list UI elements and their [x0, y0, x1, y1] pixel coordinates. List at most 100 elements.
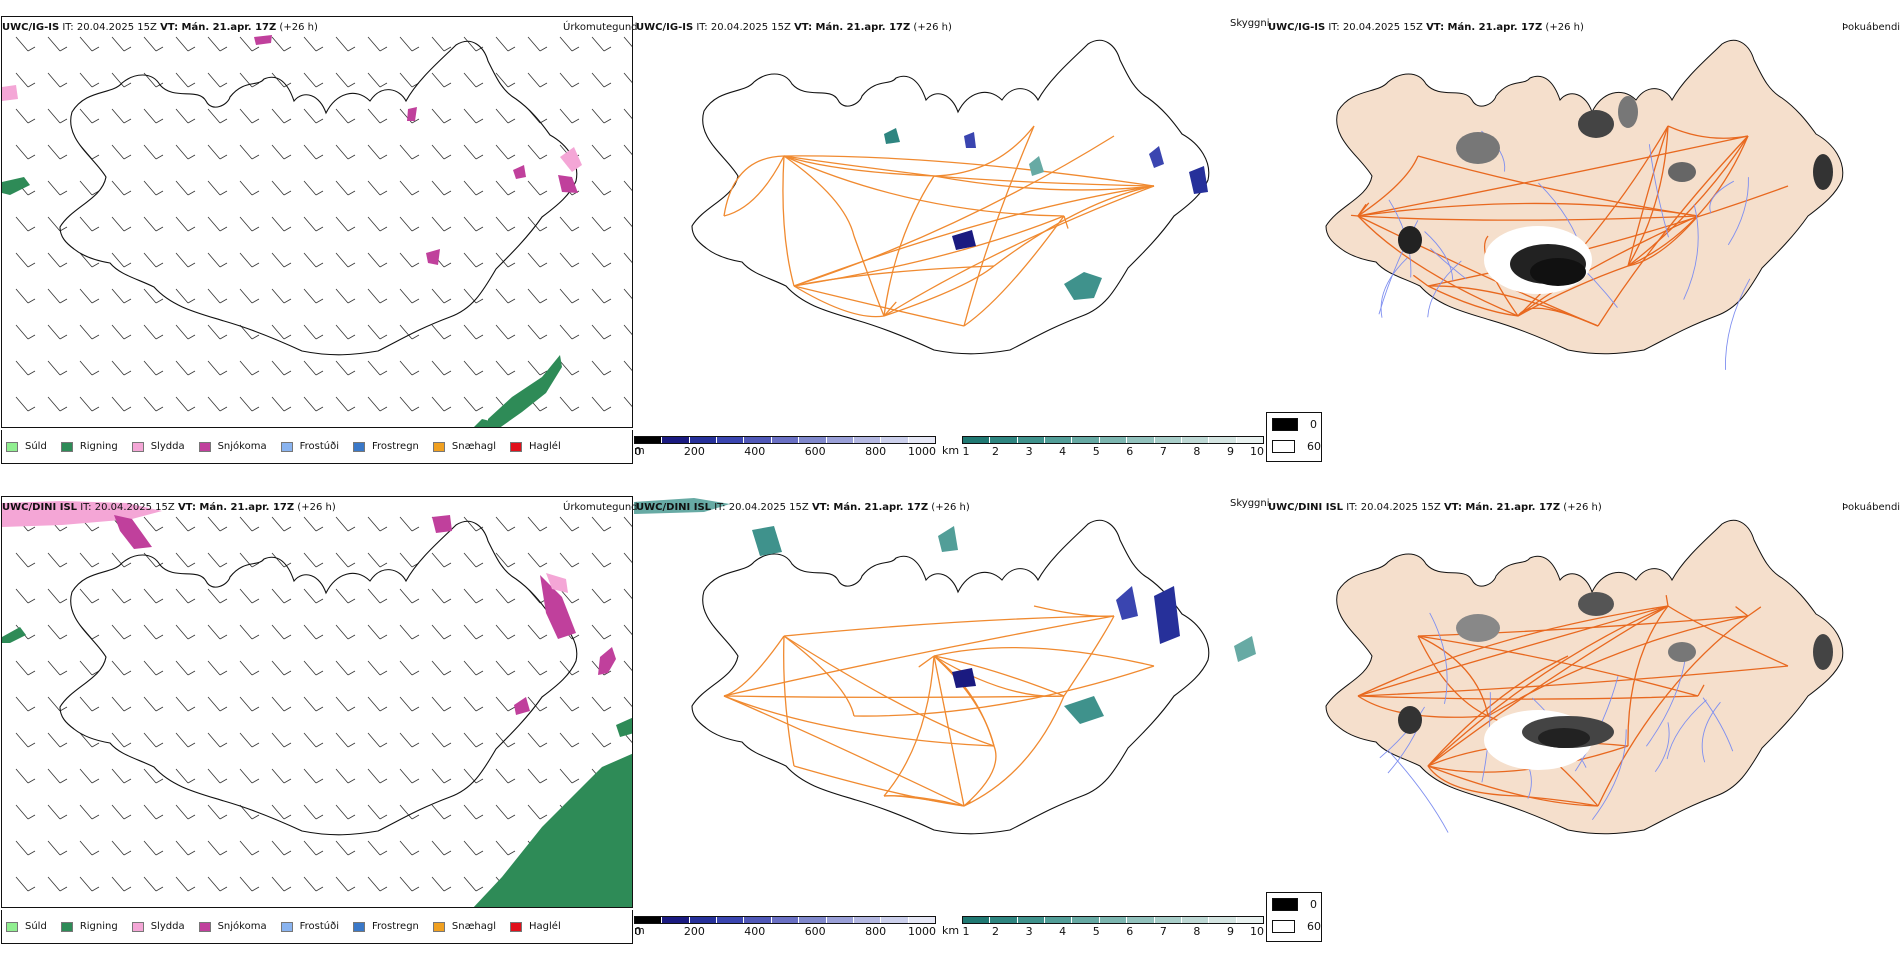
precip-legend-swatch	[510, 921, 523, 932]
wind-barb-icon	[15, 804, 36, 820]
wind-barb-icon	[143, 624, 164, 640]
precip-legend-label: Snjókoma	[217, 441, 267, 452]
road-line	[1357, 155, 1419, 217]
precip-legend-label: Slydda	[150, 921, 185, 932]
wind-barb-icon	[367, 588, 388, 604]
wind-barb-icon	[47, 252, 68, 268]
wind-barb-icon	[463, 660, 484, 676]
colorbar-cell	[990, 917, 1018, 923]
wind-barb-icon	[47, 696, 68, 712]
colorbar-tick-label: 9	[1226, 445, 1234, 458]
wind-barb-icon	[495, 840, 516, 856]
colorbar-tick-label: 1	[962, 925, 970, 938]
wind-barb-icon	[47, 660, 68, 676]
colorbar-tick-label: 8	[1193, 445, 1201, 458]
wind-barb-icon	[591, 216, 612, 232]
road-line	[1427, 605, 1669, 767]
wind-barb-icon	[335, 144, 356, 160]
wind-barb-icon	[111, 804, 132, 820]
colorbar-tick-label: 2	[992, 445, 1000, 458]
wind-barb-icon	[623, 36, 632, 47]
wind-barb-icon	[79, 768, 100, 784]
wind-barb-icon	[207, 324, 228, 340]
precip-map-svg-top	[2, 35, 632, 427]
precip-legend-swatch	[432, 441, 445, 452]
wind-barb-icon	[527, 732, 548, 748]
wind-barb-icon	[367, 876, 388, 892]
wind-barb-icon	[47, 108, 68, 124]
wind-barb-icon	[207, 876, 228, 892]
wind-barb-icon	[175, 732, 196, 748]
wind-barb-icon	[367, 108, 388, 124]
river-line	[1648, 144, 1669, 238]
wind-barb-icon	[79, 180, 100, 196]
colorbar-tick-label: 7	[1159, 445, 1167, 458]
wind-barb-icon	[527, 72, 548, 88]
wind-barb-icon	[143, 180, 164, 196]
wind-barb-icon	[335, 876, 356, 892]
wind-barb-icon	[239, 696, 260, 712]
wind-barb-icon	[399, 624, 420, 640]
road-line	[1357, 203, 1367, 217]
wind-barb-icon	[207, 516, 228, 532]
wind-barb-icon	[495, 288, 516, 304]
precip-legend-label: Súld	[25, 441, 47, 452]
visibility-colorbar-ticks: 1 2 3 4 5 6 7 8 9 10	[962, 444, 1265, 458]
colorbar-cell	[1154, 917, 1182, 923]
wind-barb-icon	[15, 288, 36, 304]
wind-barb-icon	[623, 588, 632, 599]
fog-label-top: Þokuábendi	[1842, 22, 1900, 33]
wind-barb-icon	[303, 516, 324, 532]
road-line	[1417, 155, 1699, 217]
colorbar-cell	[662, 437, 690, 443]
road-line	[1627, 125, 1669, 267]
river-line	[1666, 699, 1707, 760]
wind-barb-icon	[143, 108, 164, 124]
colorbar-tick-label: 7	[1159, 925, 1167, 938]
wind-barb-icon	[623, 180, 632, 191]
wind-barb-icon	[143, 804, 164, 820]
wind-barb-icon	[399, 396, 420, 412]
wind-barb-icon	[111, 36, 132, 52]
wind-barb-icon	[239, 624, 260, 640]
visibility-colorbar-top: 1 2 3 4 5 6 7 8 9 10 km	[942, 436, 1265, 458]
road-line	[783, 615, 1115, 637]
visibility-title-top: UWC/IG-IS IT: 20.04.2025 15Z VT: Mán. 21…	[636, 22, 952, 33]
wind-barb-icon	[431, 180, 452, 196]
wind-barb-icon	[431, 624, 452, 640]
fog-legend-top: 0 60	[1266, 412, 1322, 462]
wind-barb-icon	[47, 876, 68, 892]
wind-barb-icon	[335, 72, 356, 88]
colorbar-tick-label: 600	[804, 925, 826, 938]
wind-barb-icon	[47, 768, 68, 784]
wind-barb-icon	[527, 804, 548, 820]
wind-barb-icon	[207, 396, 228, 412]
river-line	[1388, 751, 1449, 833]
road-line	[783, 155, 1155, 187]
colorbar-cell	[1045, 917, 1073, 923]
wind-barb-icon	[623, 288, 632, 299]
wind-barb-icon	[559, 396, 580, 412]
wind-barb-icon	[527, 552, 548, 568]
precip-legend-swatch	[60, 921, 73, 932]
colorbar-tick-label: 400	[744, 445, 766, 458]
river-line	[1727, 177, 1749, 246]
wind-barb-icon	[431, 396, 452, 412]
wind-barb-icon	[303, 840, 324, 856]
wind-barb-icon	[271, 696, 292, 712]
wind-barb-icon	[623, 660, 632, 671]
colorbar-tick-label: 800	[865, 925, 887, 938]
colorbar-cell	[689, 917, 718, 923]
wind-barb-icon	[335, 516, 356, 532]
wind-barb-icon	[431, 360, 452, 376]
river-line	[1701, 701, 1721, 763]
precip-map-top	[1, 16, 633, 428]
colorbar-cell	[689, 437, 718, 443]
wind-barb-icon	[111, 108, 132, 124]
wind-barb-icon	[623, 108, 632, 119]
wind-barb-icon	[271, 108, 292, 124]
precip-legend-swatch	[6, 441, 18, 452]
wind-barb-icon	[207, 696, 228, 712]
wind-barb-icon	[399, 732, 420, 748]
wind-barb-icon	[175, 396, 196, 412]
